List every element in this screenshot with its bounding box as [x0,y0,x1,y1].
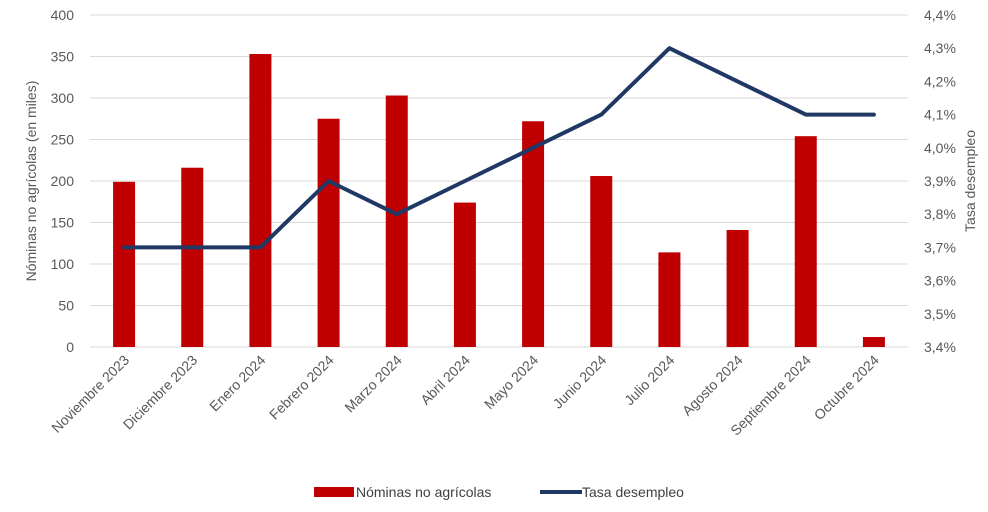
x-tick-label: Agosto 2024 [679,352,746,419]
right-tick-label: 4,1% [924,107,956,123]
bar [454,203,476,347]
left-tick-label: 50 [58,298,74,314]
left-tick-label: 400 [51,7,75,23]
legend: Nóminas no agrícolas Tasa desempleo [314,484,684,500]
left-tick-label: 0 [66,339,74,355]
legend-label-line: Tasa desempleo [582,484,684,500]
right-tick-label: 3,9% [924,173,956,189]
bar [590,176,612,347]
right-tick-label: 4,0% [924,140,956,156]
x-tick-label: Marzo 2024 [341,352,405,416]
bar [658,252,680,347]
bar [249,54,271,347]
bar [727,230,749,347]
right-tick-label: 3,5% [924,306,956,322]
right-tick-label: 3,7% [924,239,956,255]
right-tick-label: 3,4% [924,339,956,355]
legend-swatch-bar [314,487,354,497]
gridlines [90,15,908,347]
x-tick-label: Octubre 2024 [811,352,882,423]
right-tick-label: 3,8% [924,206,956,222]
x-tick-label: Julio 2024 [621,352,678,409]
bar [795,136,817,347]
left-axis-title: Nóminas no agrícolas (en miles) [23,81,39,282]
bar [181,168,203,347]
line-series [124,48,874,247]
right-axis-ticks: 3,4% 3,5% 3,6% 3,7% 3,8% 3,9% 4,0% 4,1% 4,2% 4,3%… [924,7,956,355]
legend-label-bar: Nóminas no agrícolas [356,484,491,500]
x-tick-label: Mayo 2024 [481,352,541,412]
right-axis-title: Tasa desempleo [962,130,978,232]
left-tick-label: 200 [51,173,75,189]
right-tick-label: 4,3% [924,40,956,56]
x-tick-label: Febrero 2024 [266,352,337,423]
left-tick-label: 350 [51,49,75,65]
x-tick-label: Abril 2024 [417,352,473,408]
bar [318,119,340,347]
right-tick-label: 4,4% [924,7,956,23]
bar [522,121,544,347]
left-tick-label: 300 [51,90,75,106]
bar [863,337,885,347]
bar [113,182,135,347]
x-tick-label: Diciembre 2023 [120,352,201,433]
right-tick-label: 3,6% [924,273,956,289]
right-tick-label: 4,2% [924,73,956,89]
left-tick-label: 250 [51,132,75,148]
left-tick-label: 150 [51,215,75,231]
bar [386,96,408,347]
left-tick-label: 100 [51,256,75,272]
x-tick-label: Junio 2024 [550,352,610,412]
x-tick-label: Enero 2024 [206,352,269,415]
x-tick-label: Noviembre 2023 [48,352,132,436]
left-axis-ticks: 0 50 100 150 200 250 300 350 400 [51,7,75,355]
unemployment-line [124,48,874,247]
